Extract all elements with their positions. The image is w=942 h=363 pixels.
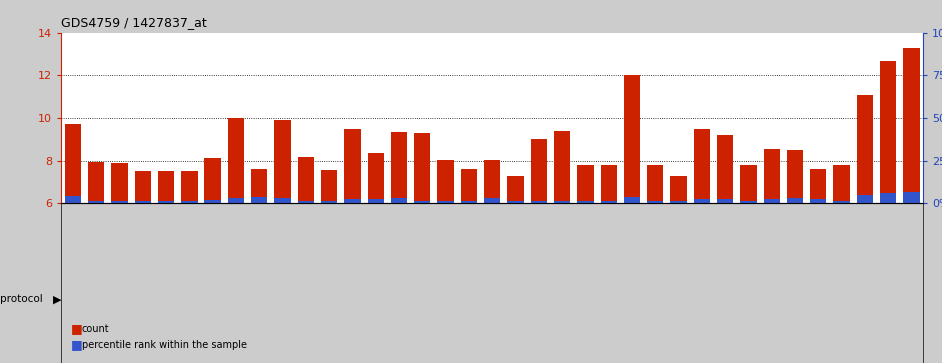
Text: count: count — [82, 323, 109, 334]
Text: ■: ■ — [71, 338, 82, 351]
Bar — [810, 169, 826, 203]
Bar — [181, 171, 198, 203]
Bar — [414, 201, 430, 203]
Bar — [298, 158, 314, 203]
Bar — [787, 198, 804, 203]
Bar — [204, 159, 220, 203]
Bar — [414, 133, 430, 203]
Bar — [880, 61, 897, 203]
Bar — [554, 201, 570, 203]
Bar — [437, 160, 454, 203]
Bar — [880, 193, 897, 203]
Bar — [252, 197, 268, 203]
Bar — [530, 201, 547, 203]
Bar — [787, 150, 804, 203]
Bar — [693, 199, 710, 203]
Bar — [624, 75, 641, 203]
Bar — [740, 201, 756, 203]
Bar — [857, 195, 873, 203]
Bar — [298, 201, 314, 203]
Bar — [367, 153, 384, 203]
Bar — [554, 131, 570, 203]
Bar — [484, 160, 500, 203]
Bar — [903, 192, 919, 203]
Bar — [228, 198, 244, 203]
Bar — [204, 200, 220, 203]
Bar — [274, 198, 291, 203]
Bar — [344, 129, 361, 203]
Bar — [274, 120, 291, 203]
Bar — [228, 118, 244, 203]
Bar — [717, 135, 733, 203]
Bar — [600, 165, 617, 203]
Bar — [158, 201, 174, 203]
Bar — [671, 176, 687, 203]
Bar — [158, 171, 174, 203]
Bar — [135, 171, 151, 203]
Bar — [484, 198, 500, 203]
Bar — [508, 201, 524, 203]
Bar — [810, 199, 826, 203]
Bar — [857, 94, 873, 203]
Bar — [740, 165, 756, 203]
Text: percentile rank within the sample: percentile rank within the sample — [82, 340, 247, 350]
Text: protocol: protocol — [0, 294, 42, 305]
Bar — [647, 165, 663, 203]
Text: ▶: ▶ — [53, 294, 61, 305]
Bar — [181, 201, 198, 203]
Bar — [367, 199, 384, 203]
Bar — [764, 199, 780, 203]
Bar — [65, 125, 81, 203]
Bar — [834, 201, 850, 203]
Bar — [344, 199, 361, 203]
Bar — [88, 162, 105, 203]
Bar — [461, 201, 477, 203]
Bar — [834, 165, 850, 203]
Bar — [717, 199, 733, 203]
Bar — [577, 165, 593, 203]
Bar — [135, 201, 151, 203]
Bar — [321, 170, 337, 203]
Bar — [88, 201, 105, 203]
Bar — [764, 149, 780, 203]
Bar — [391, 132, 407, 203]
Bar — [252, 169, 268, 203]
Text: ■: ■ — [71, 322, 82, 335]
Bar — [61, 203, 923, 363]
Bar — [624, 197, 641, 203]
Bar — [903, 48, 919, 203]
Text: GDS4759 / 1427837_at: GDS4759 / 1427837_at — [61, 16, 207, 29]
Bar — [693, 129, 710, 203]
Bar — [461, 169, 477, 203]
Bar — [111, 201, 127, 203]
Bar — [391, 198, 407, 203]
Bar — [508, 176, 524, 203]
Bar — [530, 139, 547, 203]
Bar — [111, 163, 127, 203]
Bar — [600, 201, 617, 203]
Bar — [437, 201, 454, 203]
Bar — [321, 201, 337, 203]
Bar — [65, 196, 81, 203]
Bar — [647, 201, 663, 203]
Bar — [577, 201, 593, 203]
Bar — [671, 201, 687, 203]
